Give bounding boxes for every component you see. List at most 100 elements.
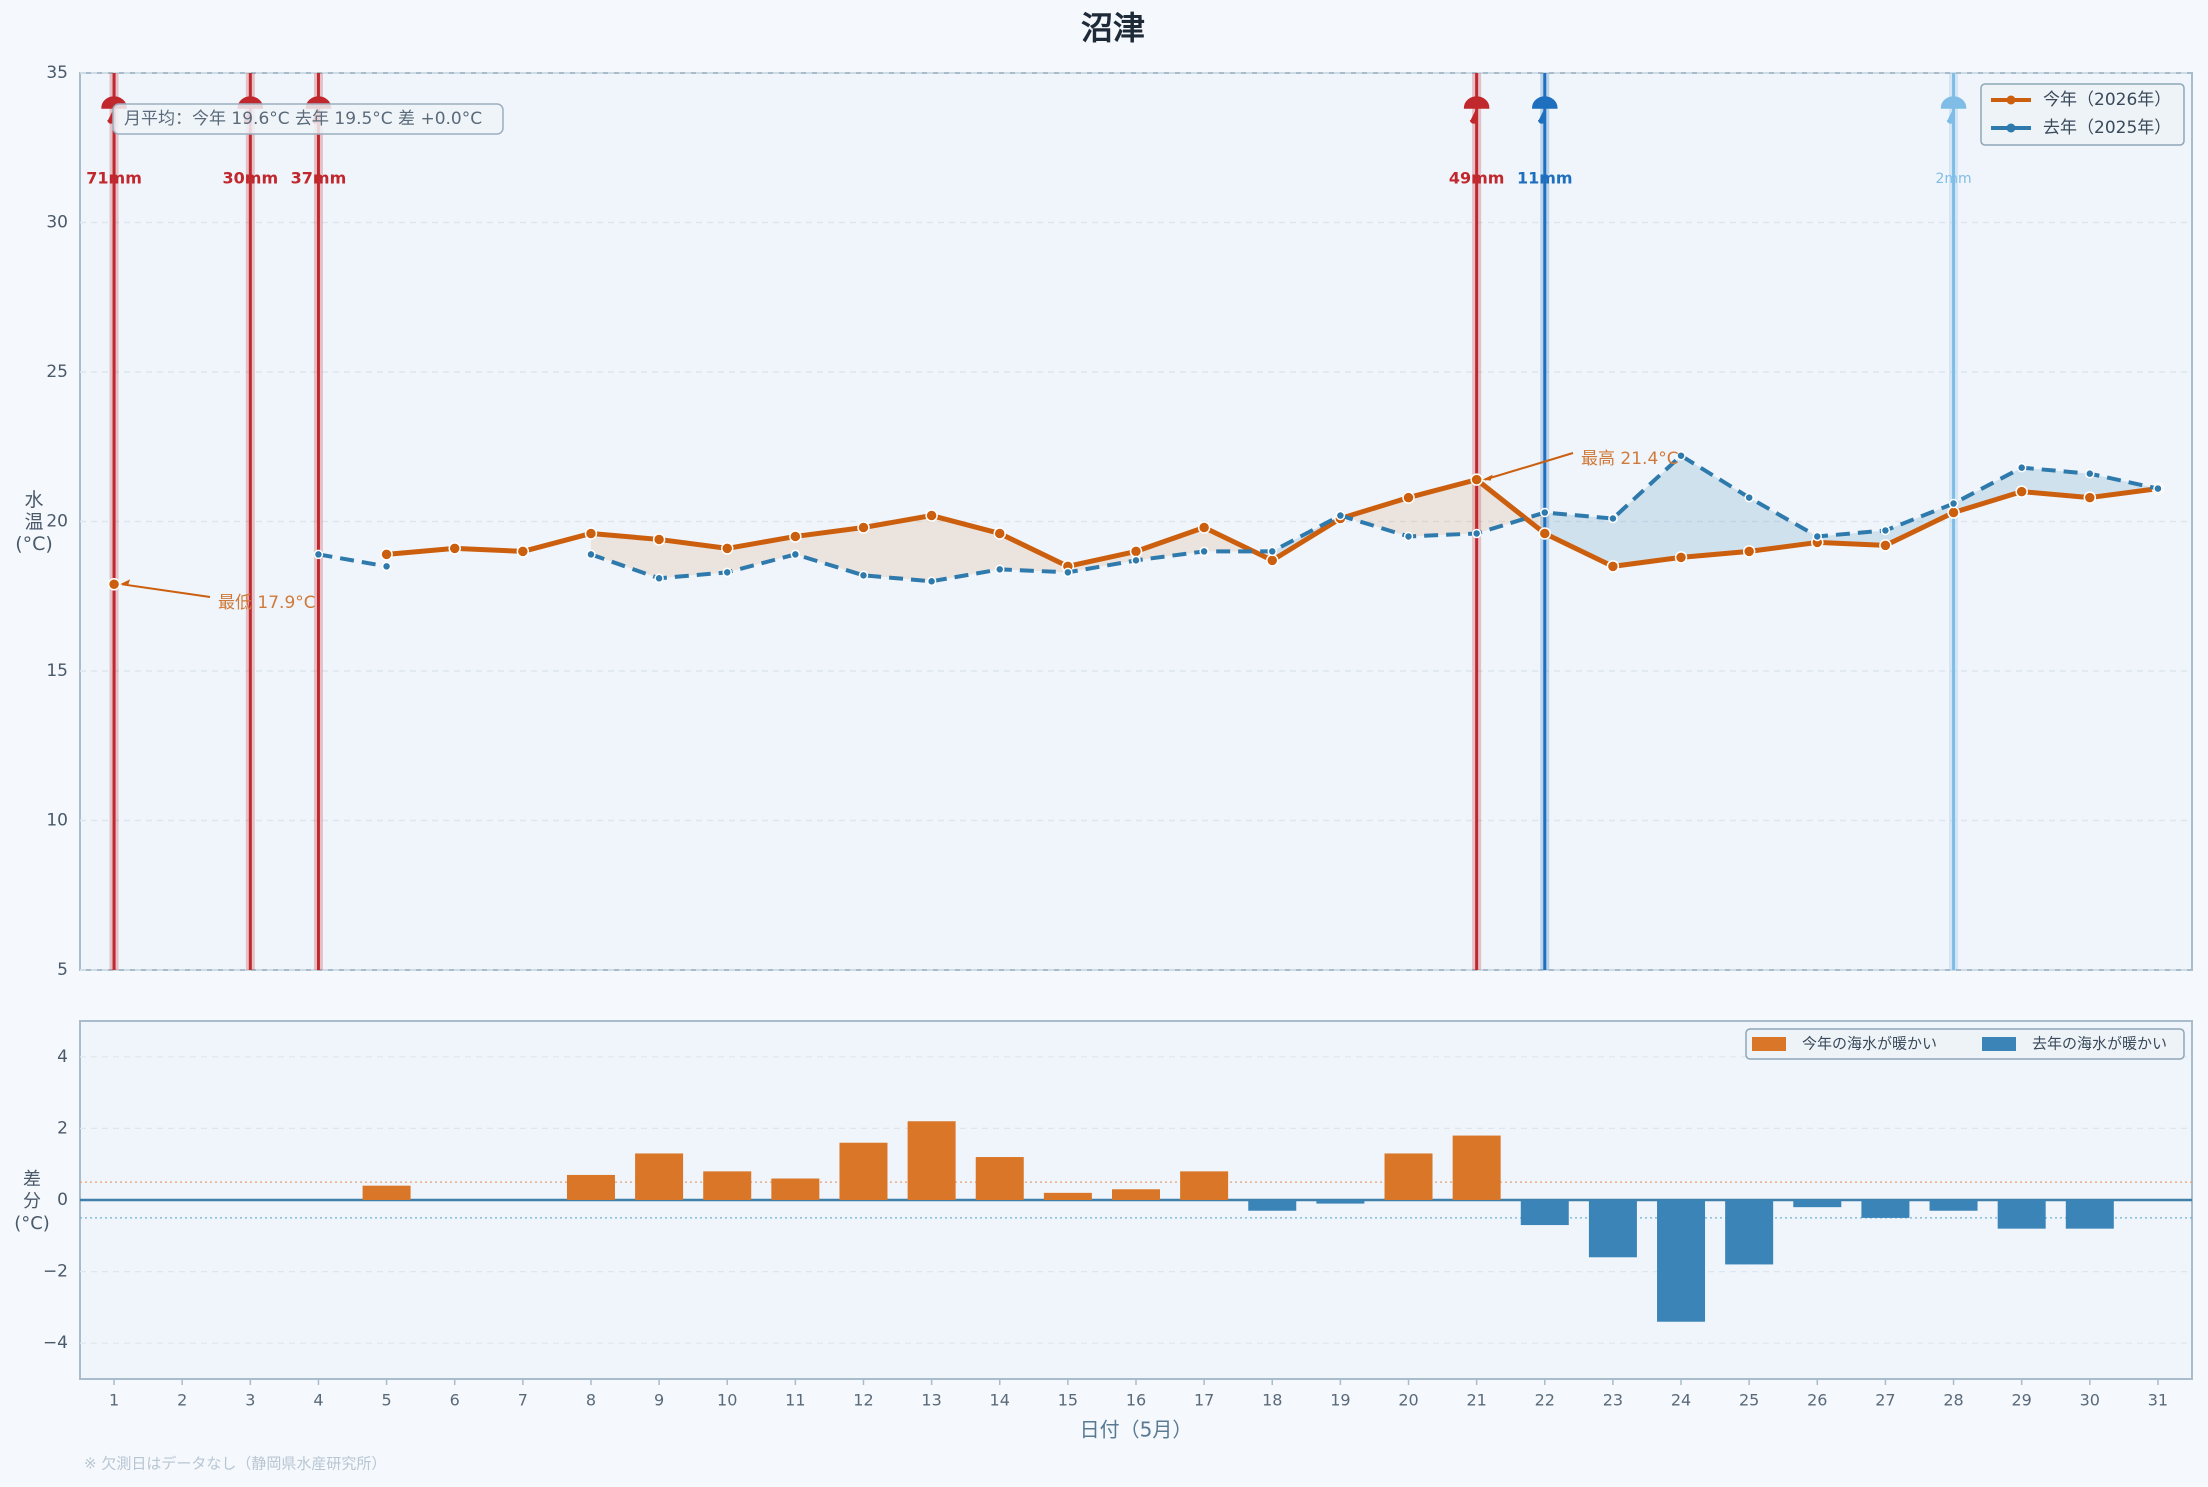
y-axis-label-line: 差 — [23, 1169, 41, 1190]
x-tick-label: 9 — [654, 1391, 664, 1410]
legend-swatch — [1982, 1037, 2016, 1051]
y-tick-label: 10 — [46, 811, 68, 831]
x-tick-label: 19 — [1330, 1391, 1350, 1410]
point-marker — [994, 564, 1005, 575]
umbrella-icon — [1532, 96, 1558, 124]
point-marker — [1402, 491, 1415, 504]
x-tick-label: 23 — [1603, 1391, 1623, 1410]
legend-label: 今年（2026年） — [2043, 90, 2171, 110]
point-marker — [1129, 545, 1143, 558]
y-axis-label-line: 分 — [23, 1191, 41, 1212]
legend-label: 去年（2025年） — [2043, 118, 2171, 138]
point-marker — [722, 567, 732, 578]
x-tick-label: 21 — [1466, 1391, 1486, 1410]
difference-fill — [931, 515, 1000, 582]
bar — [1657, 1200, 1706, 1322]
x-tick-label: 16 — [1126, 1391, 1146, 1410]
point-marker — [790, 549, 801, 560]
umbrella-icon — [1940, 96, 1967, 124]
point-marker — [1538, 527, 1552, 540]
x-tick-label: 11 — [785, 1391, 805, 1410]
legend-box — [1745, 1028, 2185, 1060]
point-marker — [1948, 498, 1959, 509]
bar — [1725, 1200, 1774, 1265]
point-marker — [1742, 545, 1756, 558]
point-marker — [2085, 468, 2095, 479]
bar — [1588, 1200, 1637, 1258]
bar — [566, 1174, 615, 1200]
point-marker — [107, 578, 121, 591]
point-marker — [1674, 551, 1688, 564]
legend-label: 今年の海水が暖かい — [1802, 1035, 1937, 1053]
chart-title: 沼津 — [1081, 9, 1145, 47]
difference-fill — [659, 539, 728, 579]
arrow-head — [1482, 474, 1493, 481]
x-tick-label: 26 — [1807, 1391, 1827, 1410]
bar — [1997, 1200, 2046, 1229]
y-tick-label: 15 — [46, 661, 68, 681]
y-axis-label-line: 水 — [24, 489, 43, 511]
point-marker — [652, 533, 666, 546]
point-marker — [1335, 510, 1346, 521]
point-marker — [380, 548, 393, 561]
point-marker — [1879, 539, 1892, 552]
series-line — [318, 453, 2159, 584]
rain-label: 71mm — [86, 169, 142, 188]
point-marker — [654, 573, 664, 584]
point-marker — [2153, 483, 2163, 494]
difference-fill — [1340, 497, 1409, 537]
point-marker — [2015, 485, 2028, 498]
y-tick-label: 35 — [46, 63, 68, 83]
legend-swatch — [1752, 1037, 1786, 1051]
y-tick-label: 2 — [57, 1118, 68, 1138]
point-marker — [586, 549, 596, 560]
point-marker — [381, 561, 392, 572]
point-marker — [448, 542, 461, 555]
point-marker — [1880, 525, 1891, 536]
y-tick-label: 5 — [57, 960, 68, 980]
x-axis-label: 日付（5月） — [1080, 1418, 1193, 1442]
annotation-text: 最高 21.4°C — [1581, 449, 1679, 469]
rain-label: 30mm — [223, 169, 279, 188]
point-marker — [720, 542, 734, 555]
y-tick-label: 0 — [57, 1190, 68, 1210]
difference-fill — [1681, 455, 1750, 558]
umbrella-icon — [1463, 96, 1490, 124]
y-axis-label: 水温(°C) — [15, 489, 53, 555]
point-marker — [1608, 513, 1618, 524]
rain-label: 2mm — [1935, 171, 1971, 187]
bar — [362, 1185, 411, 1200]
point-marker — [789, 530, 802, 543]
x-tick-label: 13 — [921, 1391, 941, 1410]
legend-label: 去年の海水が暖かい — [2032, 1035, 2167, 1053]
annotation-arrow — [121, 583, 211, 598]
x-tick-label: 14 — [990, 1391, 1010, 1410]
x-tick-label: 28 — [1943, 1391, 1963, 1410]
x-tick-label: 4 — [313, 1391, 323, 1410]
arrow-head — [120, 579, 131, 586]
bar — [2065, 1200, 2114, 1229]
rain-label: 37mm — [291, 169, 347, 188]
annotation-text: 最低 17.9°C — [218, 593, 316, 613]
point-marker — [1606, 560, 1620, 573]
point-marker — [1812, 531, 1823, 542]
x-tick-label: 5 — [381, 1391, 391, 1410]
bar — [1520, 1200, 1569, 1226]
point-marker — [516, 545, 530, 558]
x-tick-label: 24 — [1671, 1391, 1691, 1410]
point-marker — [584, 527, 598, 540]
bar — [839, 1142, 888, 1200]
point-marker — [1947, 506, 1960, 519]
point-marker — [313, 549, 324, 560]
x-tick-label: 7 — [518, 1391, 528, 1410]
point-marker — [1470, 473, 1483, 486]
summary-box — [112, 103, 504, 135]
point-marker — [993, 527, 1006, 540]
annotation-arrow — [1484, 452, 1574, 481]
x-tick-label: 3 — [245, 1391, 255, 1410]
x-tick-label: 18 — [1262, 1391, 1282, 1410]
bar — [1248, 1200, 1297, 1211]
bar — [1316, 1200, 1365, 1204]
point-marker — [1403, 531, 1414, 542]
point-marker — [1267, 546, 1278, 557]
